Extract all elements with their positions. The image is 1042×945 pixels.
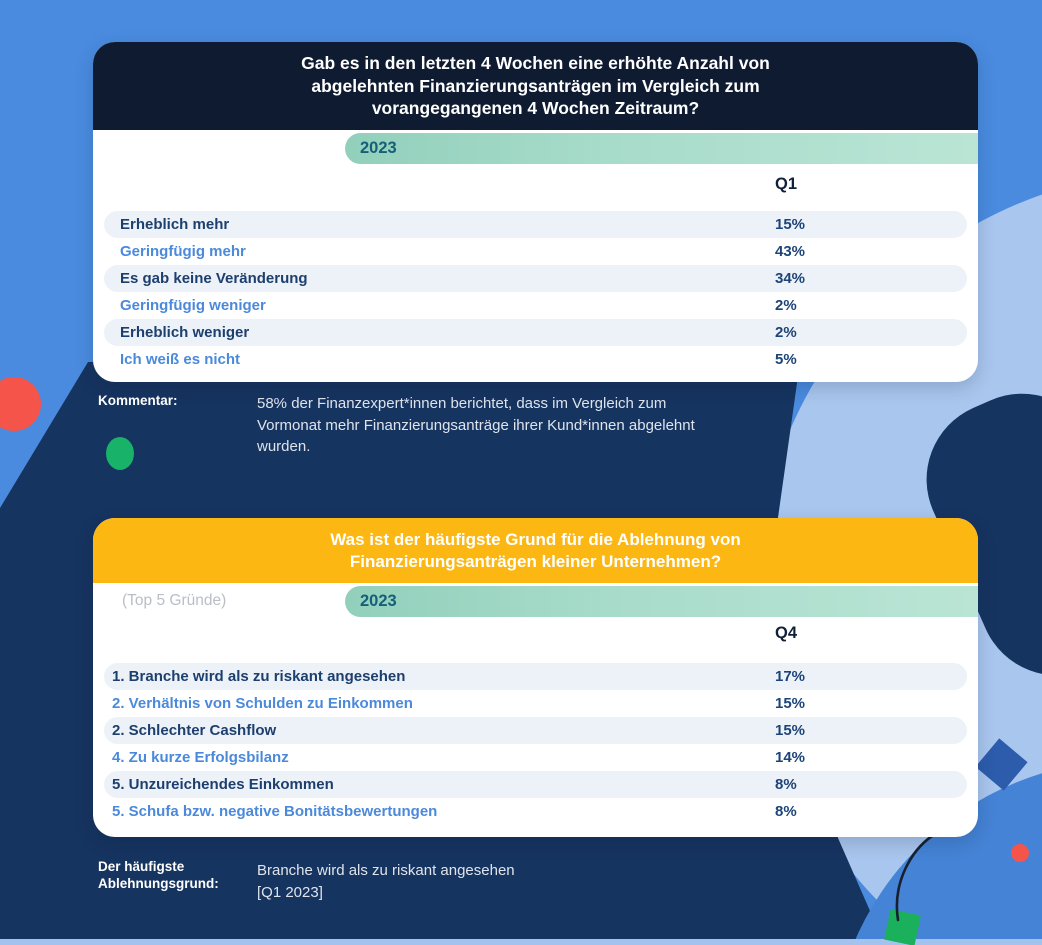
reason-label: 1. Branche wird als zu riskant angesehen: [112, 668, 406, 685]
table-row: Ich weiß es nicht 5%: [104, 346, 967, 373]
table-row: 2. Schlechter Cashflow 15%: [104, 717, 967, 744]
green-circle-icon: [106, 437, 134, 470]
card1-year-banner: 2023: [345, 133, 978, 164]
card1-question-title: Gab es in den letzten 4 Wochen eine erhö…: [301, 53, 770, 119]
reason-label: 5. Unzureichendes Einkommen: [112, 776, 334, 793]
table-row: 2. Verhältnis von Schulden zu Einkommen …: [104, 690, 967, 717]
footer-value: Branche wird als zu riskant angesehen [Q…: [257, 860, 515, 903]
reason-value: 14%: [775, 749, 806, 766]
answer-value: 43%: [775, 243, 806, 260]
answer-label: Ich weiß es nicht: [120, 351, 241, 368]
curved-line-decoration: [895, 834, 934, 922]
small-red-circle-decoration: [1011, 844, 1029, 862]
card2-year-banner: 2023: [345, 586, 978, 617]
answer-label: Es gab keine Veränderung: [120, 270, 308, 287]
comment-label: Kommentar:: [98, 393, 178, 408]
table-row: 1. Branche wird als zu riskant angesehen…: [104, 663, 967, 690]
table-row: 4. Zu kurze Erfolgsbilanz 14%: [104, 744, 967, 771]
footer-value-line1: Branche wird als zu riskant angesehen: [257, 862, 515, 879]
card1-year-label: 2023: [360, 139, 397, 157]
card2-subtitle: (Top 5 Gründe): [122, 592, 227, 609]
reason-value: 8%: [775, 776, 797, 793]
survey-card-rejections: Gab es in den letzten 4 Wochen eine erhö…: [93, 42, 978, 382]
answer-label: Erheblich weniger: [120, 324, 250, 341]
comment-text: 58% der Finanzexpert*innen berichtet, da…: [257, 395, 695, 455]
table-row: 5. Unzureichendes Einkommen 8%: [104, 771, 967, 798]
table-row: Es gab keine Veränderung 34%: [104, 265, 967, 292]
card1-header: Gab es in den letzten 4 Wochen eine erhö…: [93, 42, 978, 130]
answer-value: 2%: [775, 297, 797, 314]
table-row: Geringfügig weniger 2%: [104, 292, 967, 319]
answer-value: 15%: [775, 216, 806, 233]
reason-value: 17%: [775, 668, 806, 685]
card2-quarter-column-header: Q4: [775, 624, 798, 642]
table-row: Erheblich mehr 15%: [104, 211, 967, 238]
reason-value: 15%: [775, 722, 806, 739]
footer-label: Der häufigste Ablehnungsgrund:: [98, 859, 219, 891]
table-row: Geringfügig mehr 43%: [104, 238, 967, 265]
reason-label: 4. Zu kurze Erfolgsbilanz: [112, 749, 289, 766]
answer-label: Geringfügig weniger: [120, 297, 266, 314]
answer-value: 34%: [775, 270, 806, 287]
footer-value-line2: [Q1 2023]: [257, 883, 323, 901]
answer-value: 2%: [775, 324, 797, 341]
card2-question-title: Was ist der häufigste Grund für die Able…: [330, 529, 741, 571]
card1-results-table: Erheblich mehr 15% Geringfügig mehr 43% …: [104, 211, 967, 373]
card2-header: Was ist der häufigste Grund für die Able…: [93, 518, 978, 583]
answer-value: 5%: [775, 351, 797, 368]
card2-results-table: 1. Branche wird als zu riskant angesehen…: [104, 663, 967, 825]
answer-label: Erheblich mehr: [120, 216, 230, 233]
reason-value: 15%: [775, 695, 806, 712]
reason-label: 5. Schufa bzw. negative Bonitätsbewertun…: [112, 803, 438, 820]
reason-label: 2. Schlechter Cashflow: [112, 722, 277, 739]
card1-quarter-column-header: Q1: [775, 175, 798, 193]
table-row: Erheblich weniger 2%: [104, 319, 967, 346]
reason-value: 8%: [775, 803, 797, 820]
table-row: 5. Schufa bzw. negative Bonitätsbewertun…: [104, 798, 967, 825]
card2-year-label: 2023: [360, 592, 397, 610]
answer-label: Geringfügig mehr: [120, 243, 246, 260]
reason-label: 2. Verhältnis von Schulden zu Einkommen: [112, 695, 413, 712]
red-circle-decoration: [0, 377, 41, 431]
survey-card-rejection-reasons: Was ist der häufigste Grund für die Able…: [93, 518, 978, 837]
background-bottom-strip: [0, 939, 1042, 945]
